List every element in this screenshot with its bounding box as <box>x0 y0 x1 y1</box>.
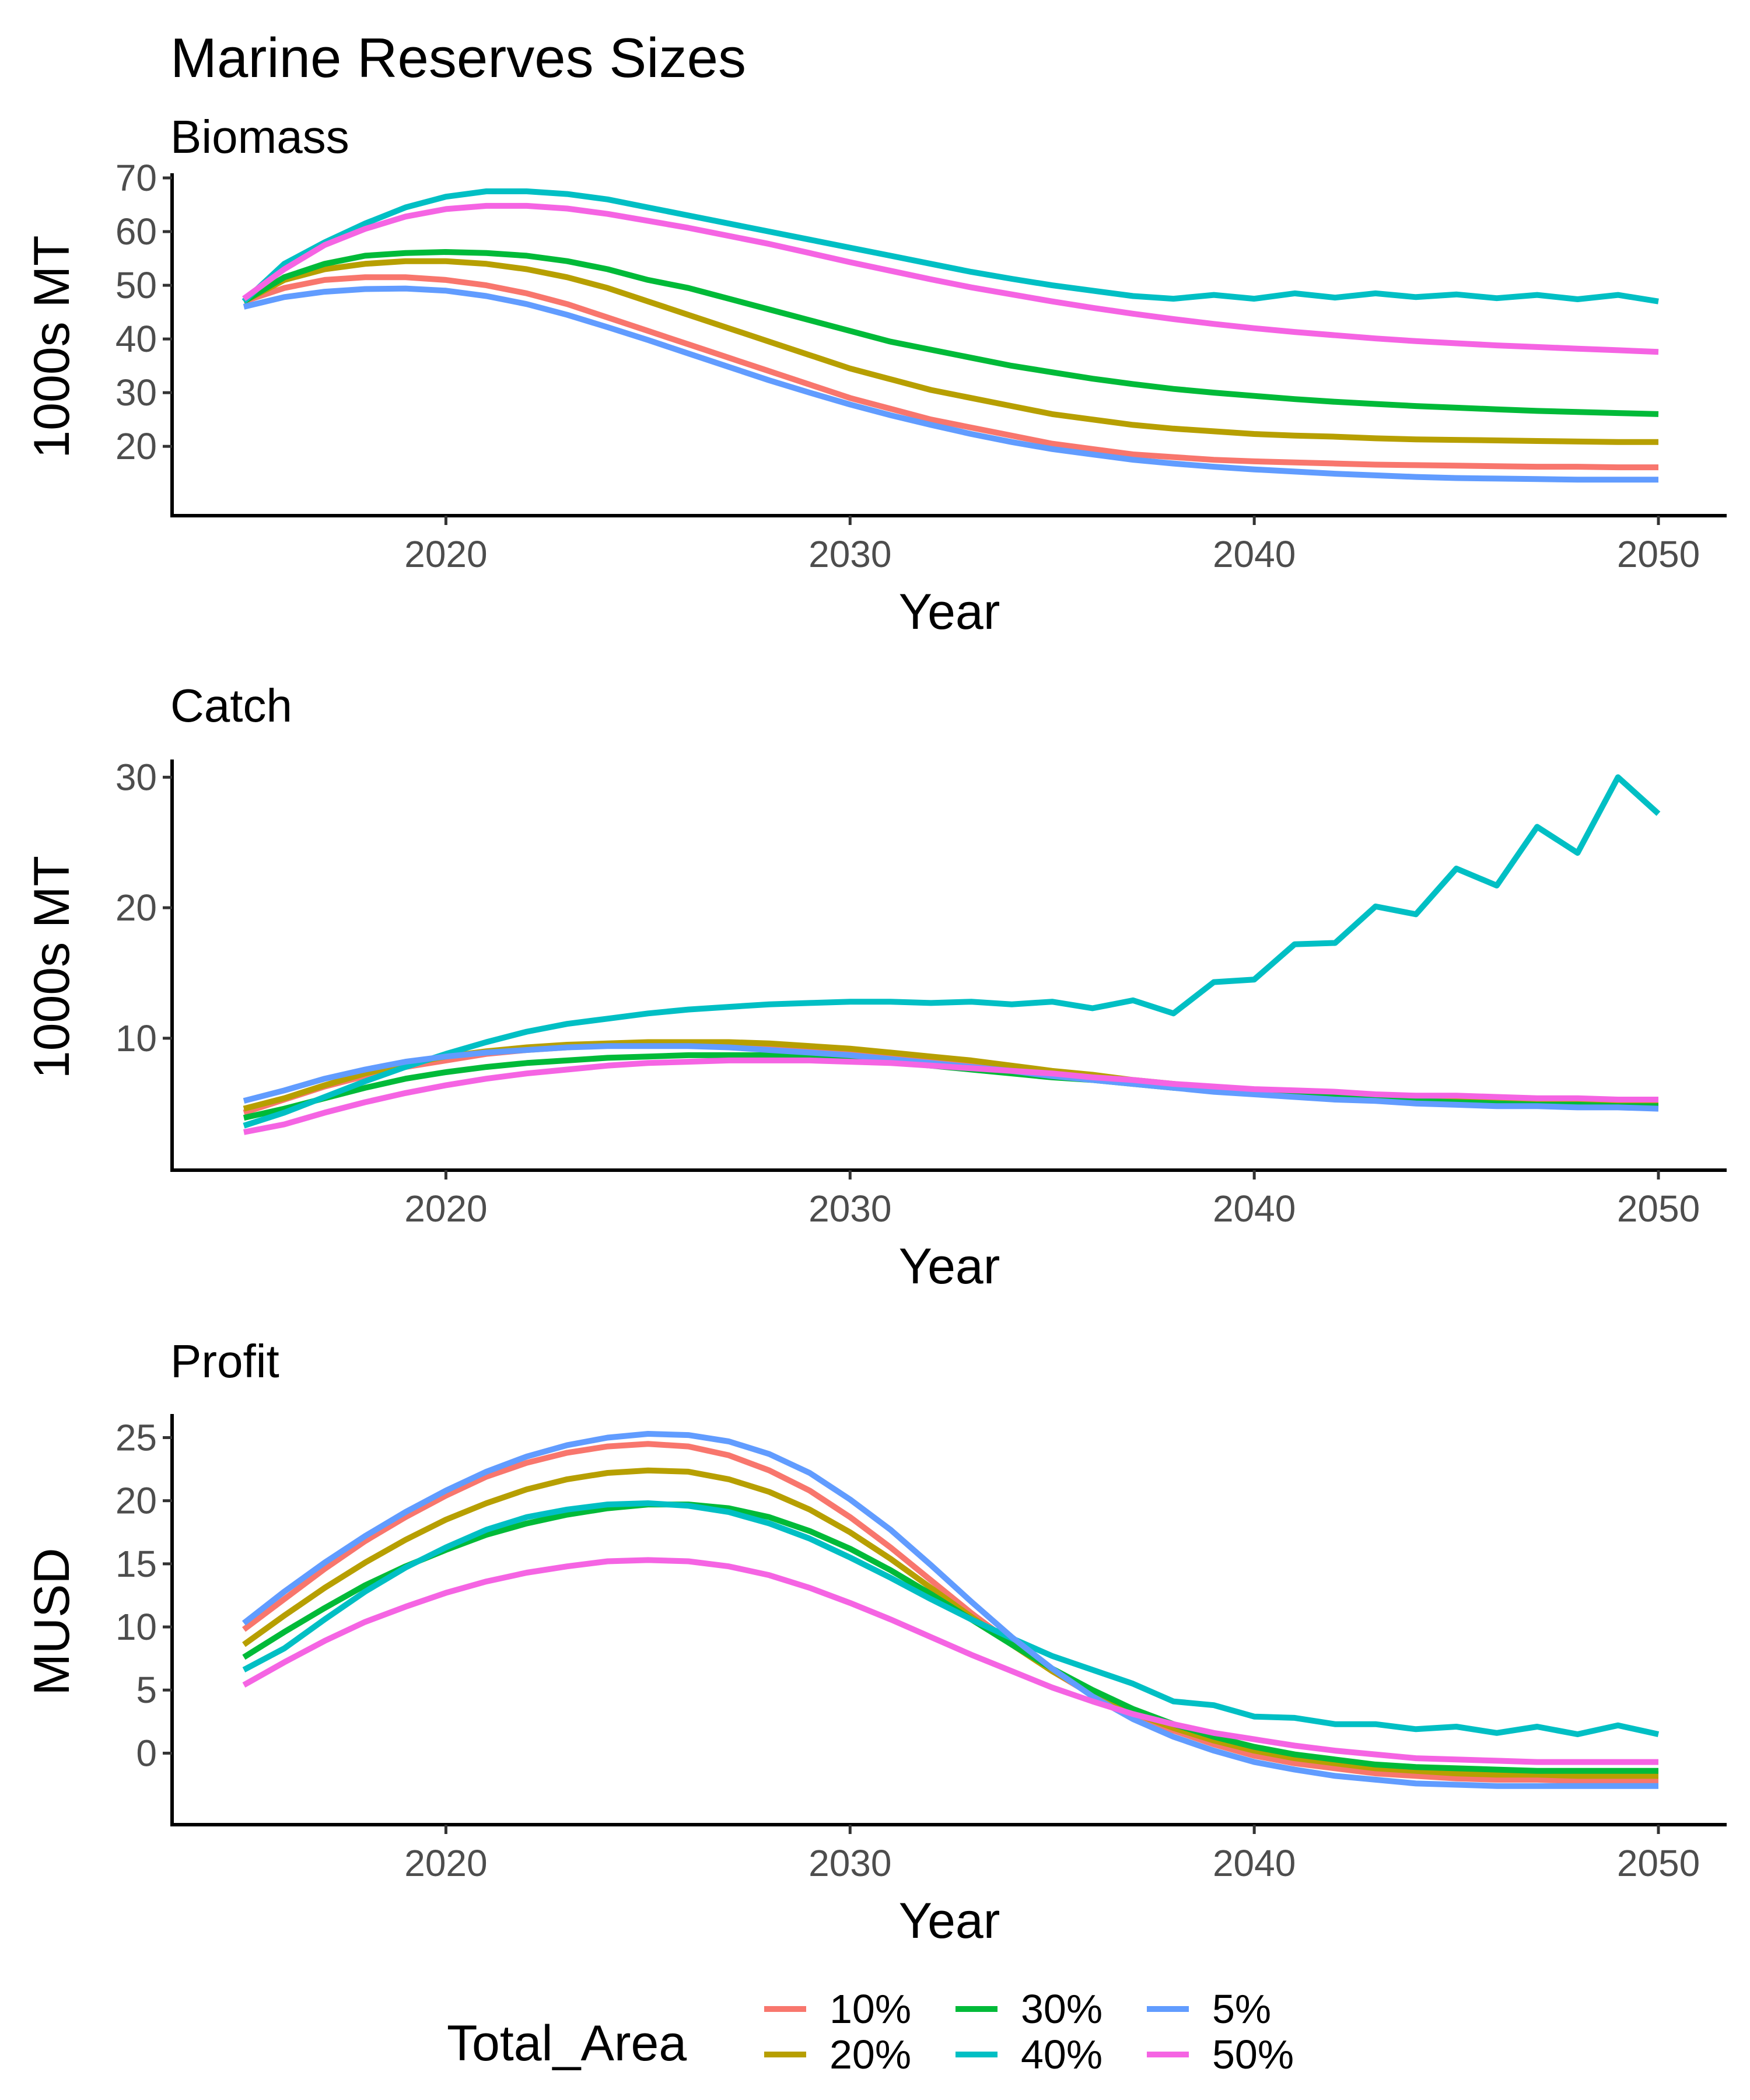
figure-title: Marine Reserves Sizes <box>170 27 746 89</box>
series-line-5pct <box>242 1431 1658 1789</box>
series-line-10pct <box>243 274 1658 471</box>
x-tick-label: 2050 <box>1617 533 1700 575</box>
legend-label: 10% <box>830 1986 911 2032</box>
legend-item: 30% <box>956 1986 1102 2032</box>
x-tick-label: 2020 <box>404 533 487 575</box>
y-tick-label: 60 <box>116 211 157 253</box>
panel-title: Profit <box>170 1335 279 1387</box>
legend-item: 20% <box>764 2032 911 2077</box>
x-tick-label: 2040 <box>1213 1842 1296 1884</box>
x-tick-label: 2050 <box>1617 1188 1700 1230</box>
y-tick-label: 20 <box>116 1480 157 1522</box>
y-tick-label: 10 <box>116 1606 157 1648</box>
y-tick-label: 40 <box>116 318 157 360</box>
panel-title: Catch <box>170 680 292 732</box>
series-line-40pct <box>243 774 1661 1129</box>
legend-label: 40% <box>1021 2032 1102 2077</box>
legend: Total_Area 10%20% 30%40% 5%50% <box>447 1986 1294 2077</box>
series-line-5pct <box>243 285 1658 483</box>
y-tick-label: 15 <box>116 1543 157 1585</box>
y-tick-label: 70 <box>116 157 157 199</box>
y-axis-title: MUSD <box>24 1548 80 1695</box>
x-tick-label: 2040 <box>1213 1188 1296 1230</box>
legend-item: 40% <box>956 2032 1102 2077</box>
y-tick-label: 20 <box>116 887 157 929</box>
series-line-40pct <box>242 188 1659 304</box>
series-line-50pct <box>242 1557 1658 1765</box>
y-axis-title: 1000s MT <box>24 235 80 458</box>
series-line-20pct <box>242 1467 1658 1779</box>
y-tick-label: 30 <box>116 372 157 414</box>
legend-label: 5% <box>1212 1986 1271 2032</box>
x-tick-label: 2050 <box>1617 1842 1700 1884</box>
series-line-10pct <box>242 1441 1658 1784</box>
legend-item: 5% <box>1147 1986 1271 2032</box>
legend-label: 30% <box>1021 1986 1102 2032</box>
legend-label: 20% <box>830 2032 911 2077</box>
y-tick-label: 5 <box>136 1669 157 1711</box>
panel-profit: Profit 0 5 10 15 20 25 2020 2030 2040 2050 Year MUSD <box>24 1335 1727 1949</box>
series-line-50pct <box>243 1057 1658 1135</box>
y-tick-label: 50 <box>116 264 157 306</box>
x-axis-title: Year <box>899 584 1000 640</box>
legend-title: Total_Area <box>447 2015 687 2071</box>
series-line-20pct <box>242 258 1658 445</box>
legend-item: 50% <box>1147 2032 1294 2077</box>
series-line-30pct <box>242 249 1659 417</box>
legend-item: 10% <box>764 1986 911 2032</box>
x-tick-label: 2030 <box>808 1842 891 1884</box>
y-tick-label: 0 <box>136 1732 157 1774</box>
x-tick-label: 2020 <box>404 1842 487 1884</box>
y-tick-label: 10 <box>116 1017 157 1059</box>
y-tick-label: 20 <box>116 425 157 467</box>
series-line-50pct <box>242 202 1659 355</box>
y-tick-label: 25 <box>116 1416 157 1458</box>
x-axis-title: Year <box>899 1893 1000 1949</box>
y-axis-title: 1000s MT <box>24 856 80 1079</box>
x-axis-title: Year <box>899 1238 1000 1294</box>
x-tick-label: 2030 <box>808 1188 891 1230</box>
panel-title: Biomass <box>170 111 349 163</box>
x-tick-label: 2030 <box>808 533 891 575</box>
series-line-40pct <box>242 1500 1660 1737</box>
x-tick-label: 2020 <box>404 1188 487 1230</box>
y-tick-label: 30 <box>116 756 157 798</box>
x-tick-label: 2040 <box>1213 533 1296 575</box>
legend-label: 50% <box>1212 2032 1294 2077</box>
